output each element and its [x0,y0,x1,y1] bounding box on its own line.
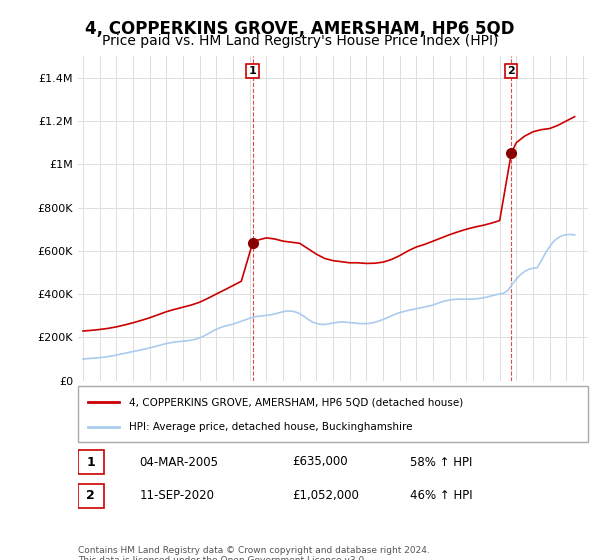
Text: £1,052,000: £1,052,000 [292,489,359,502]
Text: £635,000: £635,000 [292,455,348,469]
Text: 04-MAR-2005: 04-MAR-2005 [139,455,218,469]
Text: 1: 1 [86,455,95,469]
Text: 46% ↑ HPI: 46% ↑ HPI [409,489,472,502]
FancyBboxPatch shape [78,483,104,508]
Text: Price paid vs. HM Land Registry's House Price Index (HPI): Price paid vs. HM Land Registry's House … [102,34,498,48]
Text: 11-SEP-2020: 11-SEP-2020 [139,489,214,502]
Text: Contains HM Land Registry data © Crown copyright and database right 2024.
This d: Contains HM Land Registry data © Crown c… [78,546,430,560]
Text: 1: 1 [248,66,256,76]
FancyBboxPatch shape [78,386,588,442]
Text: 2: 2 [86,489,95,502]
Text: 58% ↑ HPI: 58% ↑ HPI [409,455,472,469]
Text: HPI: Average price, detached house, Buckinghamshire: HPI: Average price, detached house, Buck… [129,422,413,432]
Text: 2: 2 [508,66,515,76]
Text: 4, COPPERKINS GROVE, AMERSHAM, HP6 5QD (detached house): 4, COPPERKINS GROVE, AMERSHAM, HP6 5QD (… [129,397,463,407]
Text: 4, COPPERKINS GROVE, AMERSHAM, HP6 5QD: 4, COPPERKINS GROVE, AMERSHAM, HP6 5QD [85,20,515,38]
FancyBboxPatch shape [78,450,104,474]
